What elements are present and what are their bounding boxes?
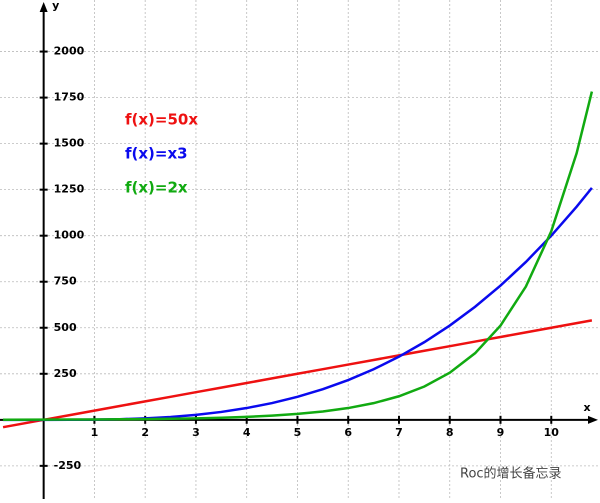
x-tick-label: 4 xyxy=(243,426,251,439)
x-tick-label: 8 xyxy=(446,426,454,439)
y-tick-label: 250 xyxy=(54,367,77,380)
y-tick-label: -250 xyxy=(54,459,82,472)
x-tick-label: 2 xyxy=(141,426,149,439)
y-axis-arrow xyxy=(39,2,48,12)
x-tick-label: 6 xyxy=(344,426,352,439)
series-line xyxy=(2,319,593,429)
x-tick-label: 1 xyxy=(91,426,99,439)
legend-entry: f(x)=50x xyxy=(125,111,198,129)
x-axis-arrow xyxy=(588,415,598,424)
x-tick-label: 7 xyxy=(395,426,403,439)
x-axis-label: x xyxy=(583,401,590,414)
series-line xyxy=(3,91,594,421)
y-axis-label: y xyxy=(52,0,59,12)
x-tick-label: 5 xyxy=(294,426,302,439)
x-tick-label: 3 xyxy=(192,426,200,439)
y-tick-label: 2000 xyxy=(54,45,85,58)
legend-entry: f(x)=x3 xyxy=(125,145,188,163)
y-tick-label: 1250 xyxy=(54,183,85,196)
watermark: Roc的增长备忘录 xyxy=(460,466,562,482)
y-tick-label: 500 xyxy=(54,321,77,334)
legend-entry: f(x)=2x xyxy=(125,179,188,197)
x-tick-label: 9 xyxy=(497,426,505,439)
y-tick-label: 1750 xyxy=(54,91,85,104)
y-tick-label: 1000 xyxy=(54,229,85,242)
y-tick-label: 750 xyxy=(54,275,77,288)
x-tick-label: 10 xyxy=(544,426,560,439)
y-tick-label: 1500 xyxy=(54,137,85,150)
